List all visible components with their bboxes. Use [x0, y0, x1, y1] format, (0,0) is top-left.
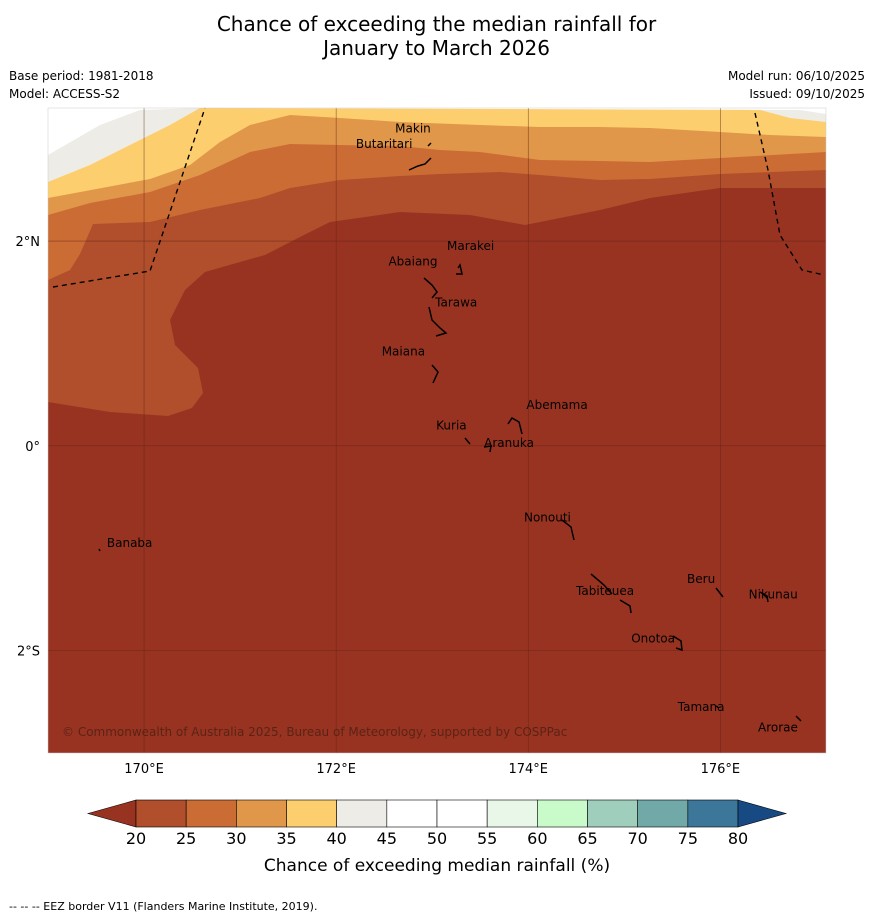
colorbar: [86, 799, 788, 828]
place-label-maiana: Maiana: [382, 345, 425, 359]
lat-tick-label: 0°: [25, 440, 40, 455]
island-onotoa: [672, 635, 683, 652]
place-label-nikunau: Nikunau: [749, 587, 798, 601]
map-frame: [47, 107, 827, 754]
island-abemama: [507, 417, 523, 435]
island-nikunau: [759, 591, 769, 603]
model-run: Model run: 06/10/2025: [727, 69, 865, 83]
colorbar-tick-label: 35: [276, 829, 296, 848]
band-35-40: [48, 108, 826, 215]
colorbar-extend-low: [86, 799, 137, 828]
colorbar-label: Chance of exceeding median rainfall (%): [264, 856, 610, 876]
island-outlines: [98, 142, 802, 722]
colorbar-tick-label: 50: [427, 829, 447, 848]
colorbar-tick-label: 25: [176, 829, 196, 848]
place-label-onotoa: Onotoa: [631, 631, 675, 645]
colorbar-swatch: [486, 799, 538, 828]
colorbar-extend-high: [737, 799, 788, 828]
colorbar-tick-label: 70: [627, 829, 647, 848]
rainfall-map[interactable]: Makin Butaritari Marakei Abaiang Tarawa Maian…: [0, 0, 873, 790]
colorbar-ticks: 20 25 30 35 40 45 50 55 60 65 70 75 80: [126, 829, 748, 848]
lat-tick-label: 2°N: [16, 235, 41, 250]
eez-border: [52, 107, 825, 288]
colorbar-tick-label: 55: [477, 829, 497, 848]
colorbar-tick-label: 60: [527, 829, 547, 848]
island-marakei: [456, 263, 463, 275]
lon-tick-label: 176°E: [701, 762, 741, 777]
band-50-55: [48, 108, 826, 155]
place-label-beru: Beru: [687, 572, 715, 586]
longitude-ticks: 170°E 172°E 174°E 176°E: [124, 762, 740, 777]
colorbar-legend: 20 25 30 35 40 45 50 55 60 65 70 75 80 Chance of exc…: [86, 799, 788, 876]
island-nonouti: [561, 519, 575, 541]
place-label-abemama: Abemama: [526, 398, 587, 412]
title-line-1: Chance of exceeding the median rainfall …: [216, 12, 657, 36]
issued-date: Issued: 09/10/2025: [749, 87, 865, 101]
colorbar-tick-label: 65: [577, 829, 597, 848]
island-banaba: [98, 548, 101, 552]
island-tamana: [715, 705, 720, 709]
place-label-nonouti: Nonouti: [524, 511, 571, 525]
probability-field: [48, 108, 826, 753]
island-arorae: [795, 715, 802, 722]
island-abaiang: [423, 277, 438, 299]
place-label-tamana: Tamana: [677, 700, 725, 714]
colorbar-swatch: [336, 799, 388, 828]
latitude-ticks: 2°N 0° 2°S: [16, 235, 41, 660]
colorbar-tick-label: 45: [377, 829, 397, 848]
colorbar-swatch: [436, 799, 488, 828]
place-label-tarawa: Tarawa: [434, 296, 477, 310]
place-label-aranuka: Aranuka: [484, 436, 534, 450]
lon-tick-label: 174°E: [508, 762, 548, 777]
place-labels: Makin Butaritari Marakei Abaiang Tarawa Maian…: [107, 121, 798, 734]
colorbar-swatch: [286, 799, 337, 828]
island-kuria: [464, 437, 471, 445]
place-label-abaiang: Abaiang: [388, 255, 437, 269]
island-makin: [427, 142, 432, 147]
island-aranuka: [483, 445, 492, 453]
colorbar-swatch: [135, 799, 187, 828]
graticule: [48, 108, 826, 753]
meta-right: Model run: 06/10/2025 Issued: 09/10/2025: [728, 69, 865, 105]
place-label-arorae: Arorae: [758, 720, 798, 734]
colorbar-swatch: [386, 799, 438, 828]
colorbar-swatch: [537, 799, 588, 828]
colorbar-tick-label: 20: [126, 829, 146, 848]
colorbar-tick-label: 75: [678, 829, 698, 848]
colorbar-swatch: [236, 799, 287, 828]
meta-left: Base period: 1981-2018 Model: ACCESS-S2: [9, 69, 154, 105]
copyright-text: © Commonwealth of Australia 2025, Bureau…: [62, 725, 567, 739]
island-butaritari: [408, 157, 432, 171]
lon-tick-label: 170°E: [124, 762, 164, 777]
title-line-2: January to March 2026: [323, 36, 550, 60]
eez-border-east: [754, 112, 825, 276]
colorbar-tick-label: 40: [326, 829, 346, 848]
colorbar-swatch: [587, 799, 638, 828]
colorbar-swatch: [687, 799, 739, 828]
colorbar-swatch: [185, 799, 237, 828]
eez-footnote: -- -- -- EEZ border V11 (Flanders Marine…: [9, 900, 318, 913]
model-name: Model: ACCESS-S2: [9, 87, 121, 101]
colorbar-swatch: [637, 799, 689, 828]
colorbar-tick-label: 30: [226, 829, 246, 848]
lat-tick-label: 2°S: [17, 645, 40, 660]
band-45-50: [48, 108, 826, 182]
island-beru: [715, 587, 724, 598]
place-label-makin: Makin: [395, 121, 431, 135]
place-label-kuria: Kuria: [436, 418, 467, 432]
island-tarawa: [428, 306, 448, 337]
colorbar-tick-label: 80: [728, 829, 748, 848]
island-tabiteuea: [590, 573, 632, 614]
map-title: Chance of exceeding the median rainfall …: [0, 12, 873, 60]
base-period: Base period: 1981-2018: [9, 69, 154, 83]
place-label-butaritari: Butaritari: [356, 137, 413, 151]
place-label-marakei: Marakei: [447, 239, 494, 253]
place-label-banaba: Banaba: [107, 536, 153, 550]
island-maiana: [431, 364, 439, 384]
lon-tick-label: 172°E: [316, 762, 356, 777]
place-label-tabiteuea: Tabiteuea: [575, 584, 634, 598]
